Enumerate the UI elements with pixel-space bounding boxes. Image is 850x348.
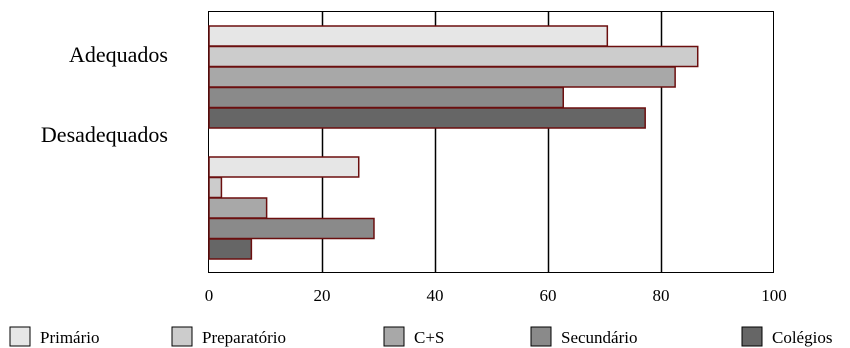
- category-label-adequados: Adequados: [69, 42, 168, 67]
- x-tick-label-80: 80: [653, 286, 670, 305]
- bar-desadequados-series-0: [208, 156, 360, 178]
- bar-adequados-series-3: [208, 86, 565, 109]
- bar-desadequados-series-3: [208, 217, 375, 240]
- x-tick-label-60: 60: [540, 286, 557, 305]
- bar-desadequados-series-1: [208, 176, 223, 199]
- legend-label-colegios: Colégios: [772, 328, 832, 347]
- bar-desadequados-series-4: [208, 238, 253, 260]
- bar-adequados-series-1: [208, 45, 699, 68]
- bar-adequados-series-0: [208, 25, 609, 47]
- legend-label-preparatorio: Preparatório: [202, 328, 286, 347]
- legend-label-primario: Primário: [40, 328, 100, 347]
- bar-desadequados-series-2: [208, 197, 268, 219]
- category-label-desadequados: Desadequados: [41, 122, 168, 147]
- x-tick-label-20: 20: [314, 286, 331, 305]
- legend-swatch-cs: [383, 326, 405, 347]
- legend-label-cs: C+S: [414, 328, 444, 347]
- bar-adequados-series-2: [208, 66, 676, 88]
- x-tick-label-100: 100: [761, 286, 787, 305]
- legend: Primário Preparatório C+S Secundário Col…: [9, 326, 832, 347]
- x-tick-label-40: 40: [427, 286, 444, 305]
- legend-swatch-preparatorio: [171, 326, 193, 347]
- x-tick-label-0: 0: [205, 286, 214, 305]
- legend-swatch-primario: [9, 326, 31, 347]
- legend-swatch-secundario: [530, 326, 552, 347]
- bar-adequados-series-4: [208, 107, 646, 129]
- legend-swatch-colegios: [741, 326, 763, 347]
- legend-label-secundario: Secundário: [561, 328, 637, 347]
